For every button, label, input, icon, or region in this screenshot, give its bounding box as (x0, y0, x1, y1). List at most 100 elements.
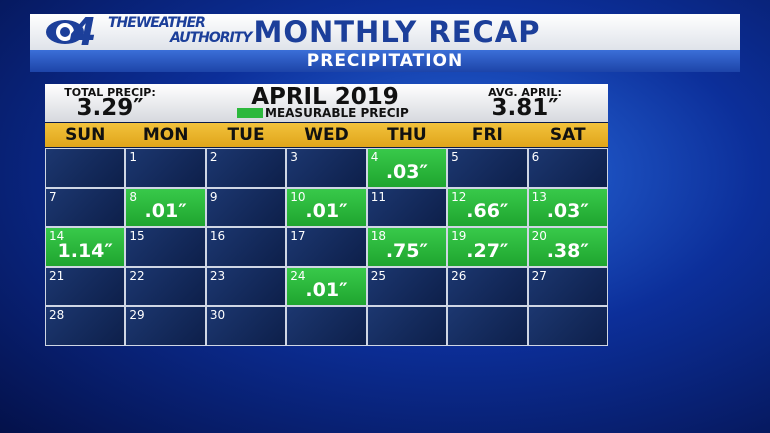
weekday: TUE (227, 125, 265, 145)
day-cell: 8 .01″ (125, 187, 206, 228)
day-cell: 21 (45, 266, 126, 307)
day-cell: 19.27″ (447, 227, 528, 267)
day-number: 12 (451, 189, 467, 204)
day-cell: 16 (205, 227, 287, 267)
precip-value: .66″ (466, 200, 509, 223)
day-number: 4 (370, 150, 379, 164)
weekday: SUN (65, 125, 106, 145)
day-number: 13 (531, 189, 547, 204)
info-bar: TOTAL PRECIP: 3.29″ APRIL 2019 MEASURABL… (45, 84, 608, 122)
day-cell: 12.66″ (447, 187, 528, 228)
cbs-eye (46, 20, 84, 44)
day-cell: 30 (205, 306, 287, 346)
day-cell: 13.03″ (527, 187, 608, 228)
day-number: 10 (290, 189, 306, 204)
channel-number: 4 (70, 10, 97, 54)
day-cell: 26 (447, 266, 528, 307)
weekday: FRI (471, 125, 503, 145)
day-cell (527, 306, 608, 346)
legend-swatch (237, 108, 263, 118)
day-number: 23 (209, 268, 226, 283)
day-number: 6 (531, 150, 540, 164)
day-number: 18 (370, 229, 386, 244)
day-number: 29 (129, 308, 145, 323)
precip-value: .01″ (144, 200, 187, 223)
day-number: 16 (209, 229, 226, 244)
subtitle: PRECIPITATION (30, 50, 740, 72)
precip-value: .75″ (385, 239, 428, 262)
weekday: MON (142, 125, 189, 145)
day-cell: 22 (125, 266, 206, 307)
day-number: 8 (129, 189, 138, 204)
day-number: 22 (129, 268, 145, 283)
day-cell: 7 (45, 187, 126, 228)
day-number: 21 (49, 268, 65, 283)
avg-label: AVG. APRIL: (488, 86, 562, 99)
brand-line: AUTHORITY (170, 30, 252, 46)
title: MONTHLY RECAP (253, 15, 541, 49)
day-number: 3 (290, 150, 298, 164)
day-number: 27 (531, 268, 547, 283)
day-cell: 9 (205, 187, 287, 228)
day-number: 7 (49, 189, 57, 204)
weekday-bar: SUN MON TUE WED THU FRI SAT (45, 123, 608, 147)
brand-line: THEWEATHER (108, 15, 206, 31)
day-cell: 24.01″ (286, 266, 367, 307)
day-number: 17 (290, 229, 306, 244)
total-label: TOTAL PRECIP: (64, 86, 156, 99)
day-number: 2 (209, 150, 218, 164)
precip-value: .01″ (305, 279, 348, 302)
day-cell: 11 (366, 187, 448, 228)
day-number: 25 (370, 268, 386, 283)
precip-value: .03″ (546, 200, 589, 223)
day-cell: 28 (45, 306, 126, 346)
day-number: 19 (451, 229, 467, 244)
day-cell: 18.75″ (366, 227, 448, 267)
day-cell: 2 (205, 148, 287, 188)
header-bar (30, 14, 740, 50)
day-cell: 3 (286, 148, 367, 188)
day-cell: 29 (125, 306, 206, 346)
day-number: 9 (209, 189, 218, 204)
day-number: 11 (370, 189, 386, 204)
avg-value: 3.81″ (491, 95, 559, 121)
day-number: 1 (129, 150, 138, 164)
day-number: 26 (451, 268, 467, 283)
day-cell: 5 (447, 148, 528, 188)
day-cell: 4 .03″ (366, 148, 448, 188)
precip-value: 1.14″ (57, 239, 113, 262)
day-grid: 1 2 3 4.03″ 5 6 7 8.01″ 9 10.01″ 11 12.66″ 13.03″ 14 1… (45, 148, 608, 346)
day-number: 30 (209, 308, 226, 323)
day-cell (447, 306, 528, 346)
calendar: TOTAL PRECIP: 3.29″ APRIL 2019 MEASURABL… (45, 84, 608, 346)
weekday: WED (304, 125, 349, 145)
legend-label: MEASURABLE PRECIP (265, 106, 409, 120)
weekday: THU (387, 125, 427, 145)
weekday: SAT (549, 125, 586, 145)
day-cell: 20.38″ (527, 227, 608, 267)
month: APRIL 2019 (251, 84, 399, 110)
total-value: 3.29″ (76, 95, 144, 121)
day-cell: 6 (527, 148, 608, 188)
day-cell: 10.01″ (286, 187, 367, 228)
day-cell (366, 306, 448, 346)
day-number: 5 (451, 150, 459, 164)
precip-value: .38″ (546, 239, 589, 262)
day-cell (286, 306, 367, 346)
day-cell: 25 (366, 266, 448, 307)
day-cell: 17 (286, 227, 367, 267)
day-cell: 23 (205, 266, 287, 307)
precip-value: .03″ (385, 160, 428, 183)
day-number: 14 (49, 229, 65, 244)
day-number: 28 (49, 308, 65, 323)
day-cell (45, 148, 126, 188)
precip-value: .27″ (466, 239, 509, 262)
precip-value: .01″ (305, 200, 348, 223)
day-cell: 14 1.14″ (45, 227, 126, 267)
day-cell: 1 (125, 148, 206, 188)
day-number: 24 (290, 268, 306, 283)
day-number: 20 (531, 229, 547, 244)
day-number: 15 (129, 229, 145, 244)
day-cell: 15 (125, 227, 206, 267)
